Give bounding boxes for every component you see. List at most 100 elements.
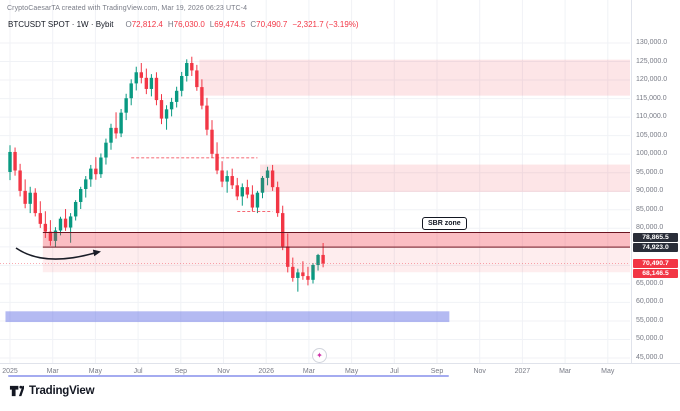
candle-body	[169, 101, 174, 110]
tradingview-brand-text: TradingView	[29, 384, 95, 397]
candle-body	[260, 177, 265, 193]
event-marker-icon[interactable]: ✦	[312, 348, 327, 363]
candle-body	[185, 63, 189, 76]
tradingview-attribution: TradingView	[9, 383, 95, 398]
zone-sbr	[42, 232, 631, 248]
candle-body	[33, 192, 37, 214]
candle-body	[180, 75, 184, 91]
time-tick-label: Jul	[389, 368, 399, 375]
time-tick-label: May	[601, 368, 615, 375]
time-tick-label: Sep	[430, 368, 444, 375]
candle-body	[215, 153, 219, 171]
price-tick-label: 55,000.0	[636, 316, 664, 324]
arrow-annotation	[15, 247, 99, 260]
candle-body	[28, 192, 32, 204]
sbr-zone-label: SBR zone	[422, 217, 467, 230]
candle-body	[250, 194, 255, 208]
candle-body	[301, 272, 305, 277]
price-tick-label: 110,000.0	[636, 113, 667, 121]
candle-body	[68, 216, 73, 228]
candle-body	[43, 223, 48, 232]
time-tick-label: Nov	[217, 368, 230, 375]
time-tick-label: 2027	[514, 368, 531, 375]
candle-body	[235, 185, 239, 197]
zone-supply-upper	[199, 59, 630, 96]
candle-body	[139, 72, 143, 78]
time-tick-label: Sep	[174, 368, 188, 375]
candle-body	[321, 254, 325, 264]
open-label: O	[125, 20, 132, 29]
time-tick-label: 2025	[2, 368, 18, 375]
time-tick-label: Nov	[473, 368, 486, 375]
symbol-header: BTCUSDT SPOT · 1W · Bybit O72,812.4 H76,03…	[8, 20, 359, 29]
zone-demand-blue	[5, 311, 450, 323]
candle-body	[84, 179, 88, 190]
time-tick-label: Mar	[302, 368, 315, 375]
price-tick-label: 60,000.0	[636, 298, 664, 306]
candle-body	[255, 192, 260, 208]
candle-body	[316, 254, 320, 265]
time-tick-label: May	[88, 368, 103, 375]
time-axis[interactable]: 2025 Mar May Jul Sep Nov 2026 Mar May Jul Sep Nov 20…	[0, 363, 680, 381]
arrow-head	[92, 249, 101, 257]
candle-body	[13, 151, 17, 171]
time-tick-label: 2026	[258, 368, 274, 375]
zone-sbr-extension	[42, 247, 631, 273]
candle-body	[174, 90, 179, 102]
price-axis[interactable]: 130,000.0 125,000.0 120,000.0 115,000.0 110,…	[631, 0, 680, 363]
price-tick-label: 45,000.0	[636, 354, 664, 361]
low-label: L	[209, 20, 215, 29]
candle-body	[48, 231, 53, 241]
candle-body	[38, 213, 42, 224]
candle-body	[296, 272, 300, 278]
time-tick-label: Jul	[133, 368, 143, 375]
price-tick-label: 120,000.0	[636, 76, 668, 84]
candle-body	[124, 98, 128, 113]
candle-body	[200, 87, 204, 106]
candle-body	[195, 70, 199, 88]
candle-body	[240, 187, 244, 197]
attribution-watermark: CryptoCaesarTA created with TradingView.…	[7, 5, 248, 12]
price-tick-label: 105,000.0	[636, 131, 668, 139]
price-tick-label: 95,000.0	[636, 168, 664, 176]
time-tick-label: May	[344, 368, 359, 375]
candle-body	[270, 170, 275, 188]
price-tick-label: 125,000.0	[636, 57, 668, 65]
price-tick-label: 50,000.0	[636, 335, 664, 343]
candle-body	[220, 170, 224, 182]
price-tick-label: 80,000.0	[636, 224, 664, 232]
price-tick-label: 90,000.0	[636, 187, 664, 195]
high-value: 76,030.0	[173, 20, 205, 29]
candle-body	[99, 157, 103, 175]
close-label: C	[250, 20, 257, 29]
candle-body	[58, 218, 63, 231]
tradingview-logo-icon	[9, 385, 24, 397]
time-tick-label: Mar	[46, 368, 59, 375]
demand-zone-underline	[8, 375, 449, 377]
high-label: H	[167, 20, 174, 29]
price-axis-badge: 68,146.5	[633, 269, 678, 279]
open-value: 72,812.4	[131, 20, 163, 29]
price-tick-label: 85,000.0	[636, 205, 664, 213]
candle-body	[63, 218, 68, 228]
candle-body	[73, 201, 78, 217]
candle-body	[275, 187, 280, 214]
candle-body	[154, 77, 159, 101]
candle-body	[134, 72, 138, 84]
time-tick-label: Mar	[559, 368, 572, 375]
candle-body	[225, 176, 229, 182]
candle-body	[18, 170, 22, 191]
candle-body	[306, 276, 310, 280]
price-axis-badge: 70,490.7	[633, 259, 678, 269]
candle-body	[53, 230, 58, 241]
candle-body	[144, 77, 149, 89]
candle-body	[230, 176, 234, 186]
candle-body	[265, 170, 270, 178]
candle-body	[149, 77, 154, 89]
symbol-title: BTCUSDT SPOT · 1W · Bybit	[8, 20, 114, 29]
candle-body	[190, 63, 194, 71]
price-tick-label: 65,000.0	[636, 279, 664, 287]
candle-body	[109, 127, 113, 143]
